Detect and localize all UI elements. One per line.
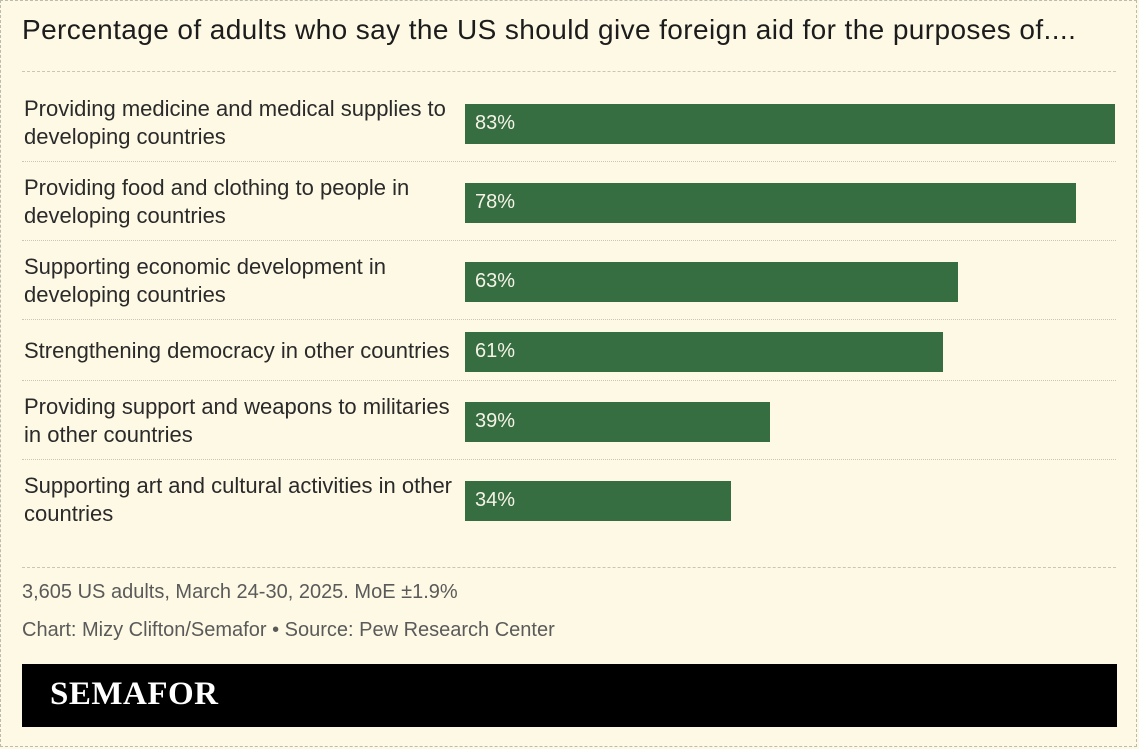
row-divider	[22, 240, 1116, 241]
bar-row: Providing food and clothing to people in…	[22, 165, 1116, 241]
semafor-logo: SEMAFOR	[50, 676, 219, 712]
bar-value-label: 34%	[475, 489, 516, 511]
bar-value-label: 63%	[475, 270, 516, 292]
bar-row: Supporting art and cultural activities i…	[22, 463, 1116, 539]
category-label: Providing support and weapons to militar…	[24, 394, 450, 447]
title-divider	[22, 71, 1116, 72]
bar-row: Providing medicine and medical supplies …	[22, 86, 1116, 162]
chart-credit: Chart: Mizy Clifton/Semafor • Source: Pe…	[22, 619, 555, 641]
footer-divider	[22, 567, 1116, 568]
row-divider	[22, 319, 1116, 320]
bar-value-label: 83%	[475, 112, 516, 134]
bar: 39%	[465, 402, 771, 442]
bar-row: Providing support and weapons to militar…	[22, 384, 1116, 460]
bar-value-label: 61%	[475, 340, 516, 362]
row-divider	[22, 161, 1116, 162]
bar-row: Strengthening democracy in other countri…	[22, 323, 1116, 381]
bar-chart: Providing medicine and medical supplies …	[22, 86, 1116, 539]
bar: 83%	[465, 104, 1115, 144]
survey-note: 3,605 US adults, March 24-30, 2025. MoE …	[22, 581, 458, 603]
row-divider	[22, 380, 1116, 381]
bar: 34%	[465, 481, 732, 521]
bar-value-label: 39%	[475, 410, 516, 432]
brand-footer: SEMAFOR	[22, 664, 1117, 727]
bar: 63%	[465, 262, 959, 302]
bar-row: Supporting economic development in devel…	[22, 244, 1116, 320]
category-label: Supporting art and cultural activities i…	[24, 473, 453, 526]
category-label: Providing medicine and medical supplies …	[24, 96, 446, 149]
category-label: Supporting economic development in devel…	[24, 254, 387, 307]
chart-title: Percentage of adults who say the US shou…	[22, 14, 1077, 45]
bar: 61%	[465, 332, 943, 372]
row-divider	[22, 459, 1116, 460]
category-label: Providing food and clothing to people in…	[24, 175, 410, 228]
bar-value-label: 78%	[475, 191, 516, 213]
category-label: Strengthening democracy in other countri…	[24, 338, 450, 363]
bar: 78%	[465, 183, 1076, 223]
